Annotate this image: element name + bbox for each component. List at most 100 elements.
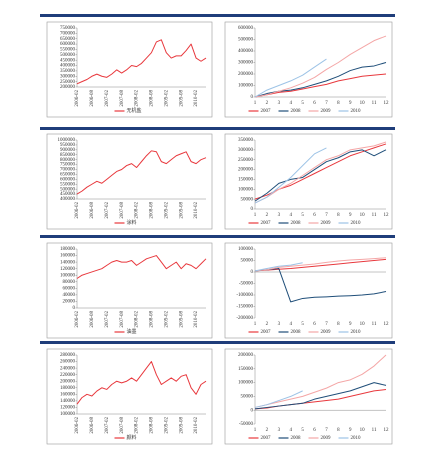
- series-line: [254, 258, 387, 272]
- series-line: [254, 262, 303, 272]
- y-tick-label: 350000: [238, 138, 254, 143]
- y-tick-label: 180000: [60, 386, 76, 391]
- x-tick-label: 10: [360, 213, 366, 218]
- chart-frame: [224, 348, 393, 445]
- y-tick-label: 800000: [60, 158, 76, 163]
- series-line: [254, 257, 387, 272]
- y-tick-label: 150000: [238, 367, 254, 372]
- legend-label: 2010: [351, 109, 362, 114]
- x-tick-label: 2006-08: [90, 90, 95, 107]
- x-tick-label: 2008-08: [150, 311, 155, 328]
- y-tick-label: 1000000: [58, 138, 76, 143]
- series-line: [76, 361, 207, 405]
- legend-label: 2010: [351, 436, 362, 441]
- y-tick-label: 900000: [60, 148, 76, 153]
- chart: 0200004000060000800001000001200001400001…: [46, 242, 213, 339]
- y-tick-label: -200000: [236, 316, 253, 321]
- y-tick-label: 250000: [60, 80, 76, 85]
- x-tick-label: 2009-08: [179, 417, 184, 434]
- y-tick-label: 700000: [60, 168, 76, 173]
- y-tick-label: 200000: [238, 72, 254, 77]
- x-tick-label: 2007-08: [120, 417, 125, 434]
- series-line: [76, 39, 207, 85]
- x-tick-label: 2: [266, 101, 269, 106]
- legend-label: 2007: [261, 436, 272, 441]
- legend-label: 2007: [261, 330, 272, 335]
- x-tick-label: 2008-02: [135, 417, 140, 434]
- x-tick-label: 2007-08: [120, 311, 125, 328]
- y-tick-label: 400000: [60, 197, 76, 202]
- y-tick-label: 500000: [238, 38, 254, 43]
- x-tick-label: 2008-02: [135, 90, 140, 107]
- x-tick-label: 2009-02: [164, 311, 169, 328]
- legend-label: 2008: [291, 330, 302, 335]
- x-tick-label: 5: [301, 101, 304, 106]
- legend-label: 2009: [321, 436, 332, 441]
- y-tick-label: 100000: [238, 187, 254, 192]
- y-tick-label: 200000: [60, 379, 76, 384]
- series-line: [254, 73, 387, 98]
- x-tick-label: 3: [278, 428, 281, 433]
- x-tick-label: 2007-02: [105, 417, 110, 434]
- chart-frame: [46, 242, 213, 339]
- x-tick-label: 11: [372, 322, 377, 327]
- x-tick-label: 1: [254, 428, 257, 433]
- y-tick-label: 550000: [60, 182, 76, 187]
- x-tick-label: 2009-08: [179, 311, 184, 328]
- chart-frame: [224, 133, 393, 230]
- chart: -200000 -150000 -100000 -50000 0 50000 100000 1…: [224, 242, 393, 339]
- x-tick-label: 8: [337, 428, 340, 433]
- x-tick-label: 2010-02: [194, 202, 199, 219]
- legend-label: 2010: [351, 330, 362, 335]
- x-tick-label: 2010-02: [194, 417, 199, 434]
- x-tick-label: 4: [289, 101, 292, 106]
- x-tick-label: 2010-02: [194, 90, 199, 107]
- y-tick-label: 200000: [60, 85, 76, 90]
- legend-label: 2010: [351, 221, 362, 226]
- x-tick-label: 2007-08: [120, 202, 125, 219]
- x-tick-label: 6: [313, 101, 316, 106]
- y-tick-label: 750000: [60, 26, 76, 31]
- y-tick-label: 250000: [238, 158, 254, 163]
- chart-frame: [46, 133, 213, 230]
- legend-label: 2009: [321, 330, 332, 335]
- y-tick-label: 160000: [60, 392, 76, 397]
- series-line: [254, 390, 303, 408]
- series-line: [254, 268, 387, 303]
- chart: 2000002500003000003500004000004500005000…: [46, 21, 213, 118]
- x-tick-label: 1: [254, 322, 257, 327]
- chart-frame: [224, 242, 393, 339]
- y-tick-label: 120000: [60, 267, 76, 272]
- y-tick-label: 400000: [238, 49, 254, 54]
- y-tick-label: 260000: [60, 360, 76, 365]
- x-tick-label: 2009-08: [179, 90, 184, 107]
- y-tick-label: -100000: [236, 293, 253, 298]
- y-tick-label: 100000: [238, 381, 254, 386]
- y-tick-label: -50000: [239, 282, 254, 287]
- x-tick-label: 5: [301, 322, 304, 327]
- x-tick-label: 10: [360, 322, 366, 327]
- legend-label: 2007: [261, 221, 272, 226]
- chart-frame: [46, 348, 213, 445]
- series-line: [254, 147, 327, 204]
- y-tick-label: 600000: [60, 42, 76, 47]
- y-tick-label: 950000: [60, 143, 76, 148]
- y-tick-label: 280000: [60, 353, 76, 358]
- y-tick-label: 140000: [60, 399, 76, 404]
- y-tick-label: 50000: [241, 395, 254, 400]
- x-tick-label: 5: [301, 428, 304, 433]
- x-tick-label: 6: [313, 213, 316, 218]
- x-tick-label: 11: [372, 213, 377, 218]
- x-tick-label: 7: [325, 428, 328, 433]
- series-line: [254, 35, 387, 98]
- y-tick-label: 450000: [60, 58, 76, 63]
- x-tick-label: 1: [254, 101, 257, 106]
- x-tick-label: 2007-02: [105, 311, 110, 328]
- y-tick-label: 350000: [60, 69, 76, 74]
- y-tick-label: 600000: [238, 26, 254, 31]
- chart: 0 50000 100000 150000 200000 250000 300000 3500…: [224, 133, 393, 230]
- y-tick-label: 700000: [60, 32, 76, 37]
- x-tick-label: 4: [289, 428, 292, 433]
